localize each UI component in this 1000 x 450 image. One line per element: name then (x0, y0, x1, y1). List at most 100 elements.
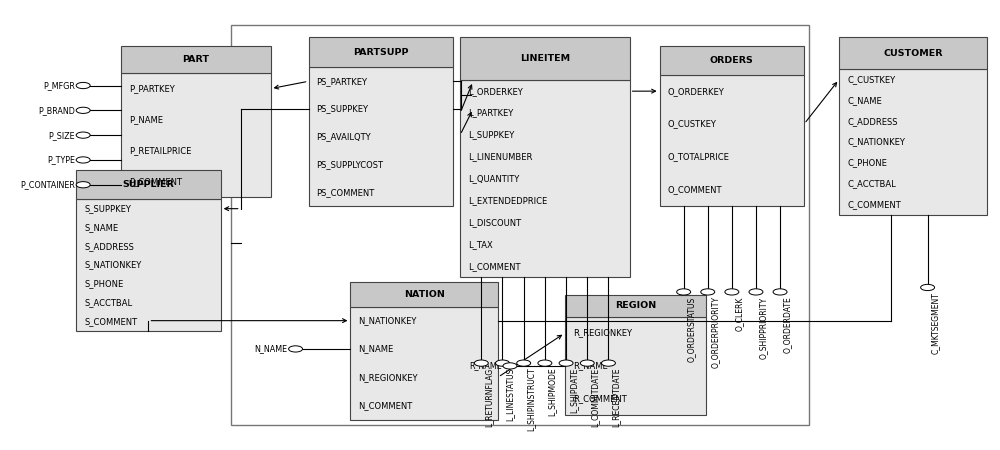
Text: NATION: NATION (404, 290, 445, 299)
Text: L_RETURNFLAG: L_RETURNFLAG (484, 368, 493, 427)
Text: N_NATIONKEY: N_NATIONKEY (358, 316, 417, 325)
Text: S_SUPPKEY: S_SUPPKEY (84, 204, 131, 213)
Text: O_ORDERKEY: O_ORDERKEY (668, 87, 724, 96)
Text: L_SHIPINSTRUCT: L_SHIPINSTRUCT (527, 368, 536, 431)
Text: PS_COMMENT: PS_COMMENT (317, 188, 375, 197)
Circle shape (289, 346, 303, 352)
Bar (76, 199, 221, 331)
Circle shape (474, 360, 488, 366)
Text: C_CUSTKEY: C_CUSTKEY (847, 75, 895, 84)
Text: N_COMMENT: N_COMMENT (358, 401, 413, 410)
Text: PS_PARTKEY: PS_PARTKEY (317, 77, 368, 86)
Text: SUPPLIER: SUPPLIER (123, 180, 174, 189)
Circle shape (76, 132, 90, 138)
Bar (565, 295, 706, 317)
Circle shape (773, 289, 787, 295)
Circle shape (677, 289, 691, 295)
Text: P_PARTKEY: P_PARTKEY (129, 84, 175, 93)
Text: O_CLERK: O_CLERK (735, 297, 744, 331)
Text: N_REGIONKEY: N_REGIONKEY (358, 373, 418, 382)
Text: R_REGIONKEY: R_REGIONKEY (573, 328, 632, 338)
Text: O_CUSTKEY: O_CUSTKEY (668, 119, 716, 128)
Circle shape (921, 284, 935, 291)
Circle shape (725, 289, 739, 295)
Circle shape (517, 360, 531, 366)
Bar (309, 68, 453, 206)
Circle shape (76, 182, 90, 188)
Text: S_NATIONKEY: S_NATIONKEY (84, 261, 141, 270)
Circle shape (701, 289, 715, 295)
Text: L_TAX: L_TAX (468, 240, 493, 249)
Text: ORDERS: ORDERS (710, 56, 754, 65)
Bar (121, 46, 271, 73)
Bar (565, 317, 706, 415)
Circle shape (559, 360, 573, 366)
Text: C_COMMENT: C_COMMENT (847, 200, 901, 209)
Text: O_ORDERPRIORITY: O_ORDERPRIORITY (711, 297, 720, 369)
Text: C_NATIONKEY: C_NATIONKEY (847, 138, 905, 147)
Text: P_RETAILPRICE: P_RETAILPRICE (129, 146, 191, 155)
Circle shape (749, 289, 763, 295)
Text: LINEITEM: LINEITEM (520, 54, 570, 63)
Text: R_NAME: R_NAME (469, 361, 502, 370)
Text: P_TYPE: P_TYPE (47, 155, 75, 164)
Text: O_ORDERSTATUS: O_ORDERSTATUS (687, 297, 696, 362)
Text: REGION: REGION (615, 302, 656, 310)
Text: L_PARTKEY: L_PARTKEY (468, 108, 513, 117)
Bar (660, 75, 804, 206)
Text: L_LINENUMBER: L_LINENUMBER (468, 153, 532, 162)
Circle shape (601, 360, 615, 366)
Circle shape (76, 107, 90, 113)
Text: C_ADDRESS: C_ADDRESS (847, 117, 898, 126)
Text: L_EXTENDEDPRICE: L_EXTENDEDPRICE (468, 196, 547, 205)
Text: S_ACCTBAL: S_ACCTBAL (84, 298, 132, 307)
Text: R_COMMENT: R_COMMENT (573, 394, 627, 403)
Bar (460, 37, 630, 80)
Circle shape (76, 82, 90, 89)
Text: P_MFGR: P_MFGR (43, 81, 75, 90)
Text: L_ORDERKEY: L_ORDERKEY (468, 87, 523, 96)
Bar (839, 37, 987, 69)
Bar (121, 73, 271, 197)
Text: N_NAME: N_NAME (358, 344, 394, 353)
Text: O_ORDERDATE: O_ORDERDATE (783, 297, 792, 353)
Circle shape (503, 363, 517, 369)
Bar (839, 69, 987, 215)
Text: P_BRAND: P_BRAND (38, 106, 75, 115)
Text: C_ACCTBAL: C_ACCTBAL (847, 179, 896, 188)
Text: C_PHONE: C_PHONE (847, 158, 887, 167)
Text: P_SIZE: P_SIZE (49, 130, 75, 140)
Text: S_COMMENT: S_COMMENT (84, 317, 137, 326)
Text: L_SHIPDATE: L_SHIPDATE (569, 368, 578, 413)
Text: L_DISCOUNT: L_DISCOUNT (468, 218, 521, 227)
Text: L_LINESTATUS: L_LINESTATUS (505, 368, 514, 421)
Text: S_NAME: S_NAME (84, 223, 118, 232)
Text: S_ADDRESS: S_ADDRESS (84, 242, 134, 251)
Text: R_NAME: R_NAME (573, 361, 608, 370)
Text: PART: PART (182, 55, 209, 64)
Bar (76, 171, 221, 199)
Text: PS_SUPPLYCOST: PS_SUPPLYCOST (317, 160, 384, 169)
Text: L_COMMITDATE: L_COMMITDATE (590, 368, 599, 427)
Circle shape (580, 360, 594, 366)
Bar (231, 25, 809, 425)
Text: O_SHIPPRIORITY: O_SHIPPRIORITY (759, 297, 768, 359)
Text: N_NAME: N_NAME (254, 344, 288, 353)
Text: PS_AVAILQTY: PS_AVAILQTY (317, 132, 371, 141)
Text: PS_SUPPKEY: PS_SUPPKEY (317, 104, 369, 113)
Text: CUSTOMER: CUSTOMER (883, 49, 943, 58)
Bar (660, 46, 804, 75)
Text: L_SUPPKEY: L_SUPPKEY (468, 130, 514, 140)
Text: O_COMMENT: O_COMMENT (668, 185, 722, 194)
Circle shape (76, 157, 90, 163)
Text: P_NAME: P_NAME (129, 115, 163, 124)
Text: L_QUANTITY: L_QUANTITY (468, 174, 519, 183)
Text: C_MKTSEGMENT: C_MKTSEGMENT (931, 292, 940, 354)
Circle shape (538, 360, 552, 366)
Bar (460, 80, 630, 277)
Text: O_TOTALPRICE: O_TOTALPRICE (668, 152, 729, 161)
Text: P_CONTAINER: P_CONTAINER (20, 180, 75, 189)
Circle shape (496, 360, 509, 366)
Text: P_COMMENT: P_COMMENT (129, 177, 182, 186)
Text: C_NAME: C_NAME (847, 96, 882, 105)
